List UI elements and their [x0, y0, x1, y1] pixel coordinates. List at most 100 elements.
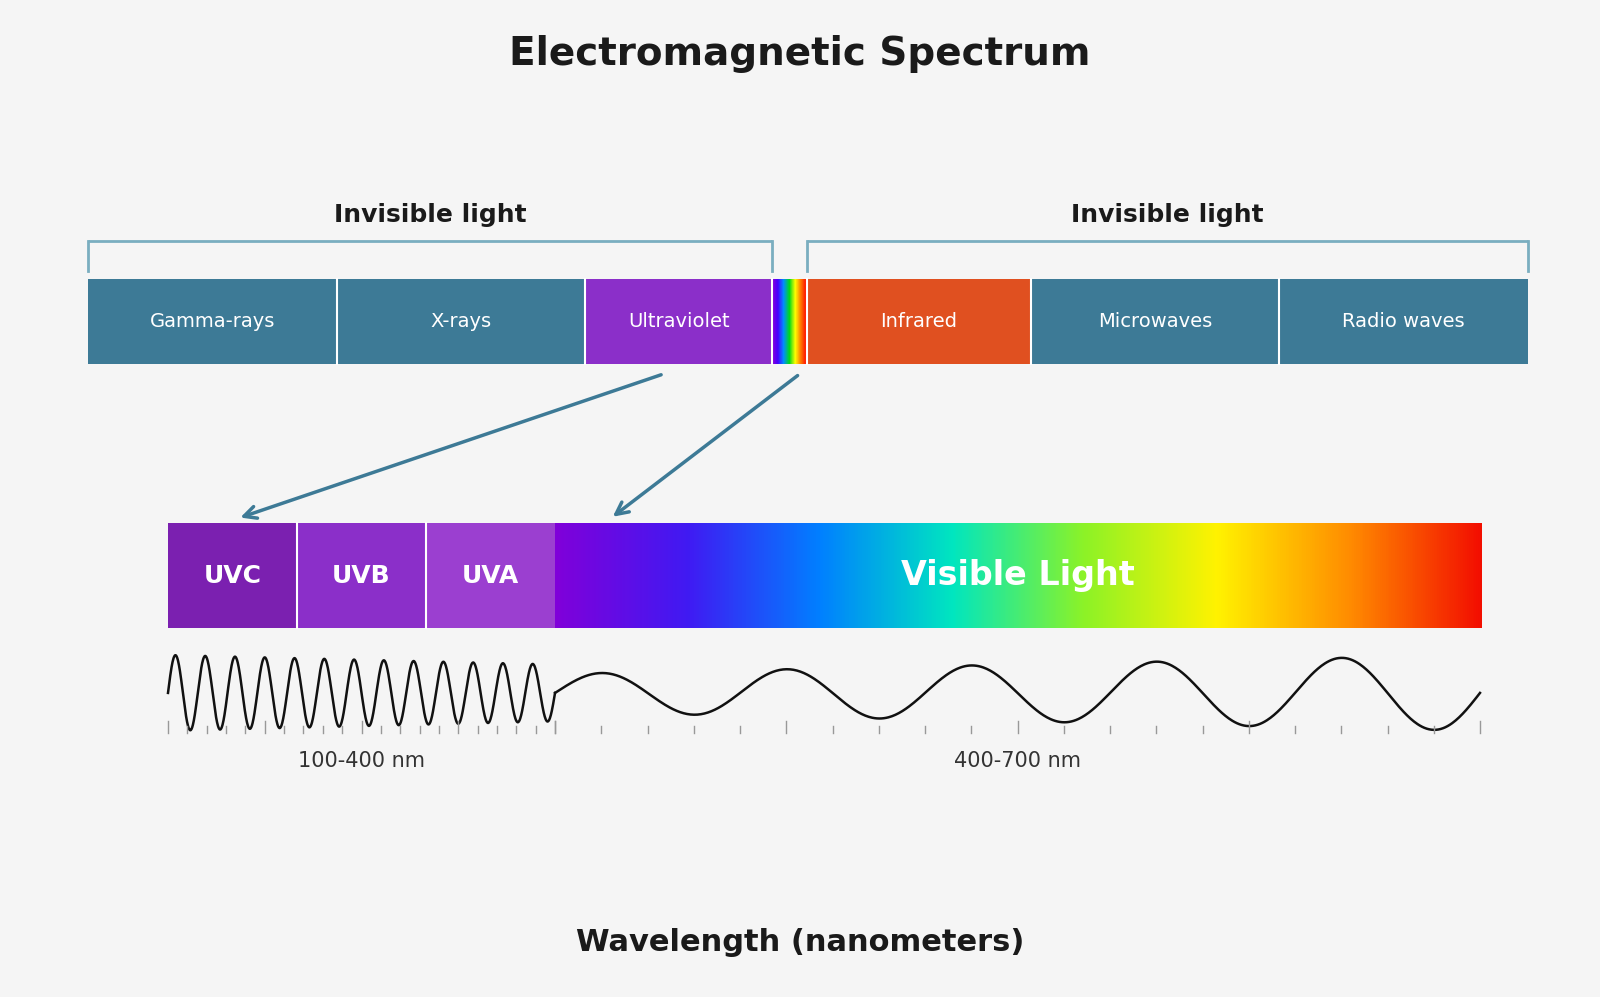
Bar — [842, 523, 845, 628]
Bar — [936, 523, 939, 628]
Bar — [1470, 523, 1474, 628]
Bar — [1446, 523, 1450, 628]
Bar — [710, 523, 714, 628]
Bar — [1386, 523, 1389, 628]
Bar — [774, 523, 779, 628]
Bar — [834, 523, 838, 628]
Bar — [904, 523, 909, 628]
Bar — [1301, 523, 1304, 628]
Bar — [694, 523, 698, 628]
Bar — [1058, 523, 1062, 628]
Bar — [907, 523, 910, 628]
Bar — [925, 523, 928, 628]
Bar — [762, 523, 766, 628]
Bar — [934, 523, 938, 628]
Bar — [1171, 523, 1174, 628]
Bar — [624, 523, 627, 628]
Bar — [1182, 523, 1186, 628]
Bar — [698, 523, 701, 628]
Bar — [971, 523, 974, 628]
Bar — [829, 523, 832, 628]
Bar — [1010, 523, 1013, 628]
Bar — [920, 523, 923, 628]
Bar — [819, 523, 822, 628]
Bar — [800, 523, 803, 628]
Bar — [723, 523, 726, 628]
Bar — [947, 523, 950, 628]
Bar — [784, 523, 787, 628]
Bar — [1323, 523, 1326, 628]
Bar — [973, 523, 976, 628]
Bar — [1395, 523, 1398, 628]
Bar — [1459, 523, 1462, 628]
Bar — [683, 523, 686, 628]
Bar — [701, 523, 704, 628]
Bar — [741, 523, 744, 628]
Bar — [1258, 523, 1261, 628]
Bar — [1054, 523, 1058, 628]
Bar — [581, 523, 584, 628]
Bar — [1310, 523, 1314, 628]
Bar — [712, 523, 715, 628]
Bar — [914, 523, 917, 628]
Bar — [998, 523, 1003, 628]
Bar — [619, 523, 624, 628]
Bar — [1176, 523, 1181, 628]
Bar — [1165, 523, 1170, 628]
Bar — [1075, 523, 1078, 628]
Bar — [813, 523, 816, 628]
Bar — [1051, 523, 1054, 628]
Bar — [1144, 523, 1147, 628]
Bar — [818, 523, 821, 628]
Bar — [691, 523, 696, 628]
Bar — [613, 523, 616, 628]
Bar — [866, 523, 869, 628]
Bar — [616, 523, 619, 628]
Bar — [594, 523, 597, 628]
Text: Invisible light: Invisible light — [1070, 203, 1264, 227]
Bar — [1123, 523, 1126, 628]
Bar — [1333, 523, 1336, 628]
Bar — [682, 523, 685, 628]
Bar — [949, 523, 952, 628]
Bar — [560, 523, 565, 628]
Bar — [978, 523, 981, 628]
Bar — [654, 523, 658, 628]
Bar — [1358, 523, 1362, 628]
Bar — [1090, 523, 1093, 628]
Bar — [614, 523, 618, 628]
Bar — [1245, 523, 1248, 628]
Bar — [990, 523, 994, 628]
Bar — [1197, 523, 1200, 628]
Bar — [1088, 523, 1091, 628]
Bar — [875, 523, 878, 628]
Bar — [1384, 523, 1387, 628]
Bar — [1208, 523, 1211, 628]
Bar — [1435, 523, 1438, 628]
Bar — [1357, 523, 1360, 628]
Bar — [1246, 523, 1250, 628]
Bar — [733, 523, 736, 628]
Bar — [696, 523, 699, 628]
Text: Invisible light: Invisible light — [334, 203, 526, 227]
Bar — [709, 523, 712, 628]
Bar — [576, 523, 579, 628]
Bar — [1318, 523, 1323, 628]
Bar — [626, 523, 629, 628]
Bar — [1053, 523, 1056, 628]
Bar — [997, 523, 1000, 628]
Bar — [781, 523, 784, 628]
Bar — [1306, 523, 1309, 628]
Bar — [1235, 523, 1240, 628]
Bar — [1174, 523, 1178, 628]
Bar — [702, 523, 707, 628]
Bar — [982, 523, 986, 628]
Bar — [1248, 523, 1253, 628]
Bar — [600, 523, 603, 628]
Bar — [664, 523, 667, 628]
Text: Electromagnetic Spectrum: Electromagnetic Spectrum — [509, 35, 1091, 73]
Bar — [1334, 523, 1338, 628]
Bar — [1110, 523, 1114, 628]
Bar — [821, 523, 826, 628]
Bar — [995, 523, 998, 628]
